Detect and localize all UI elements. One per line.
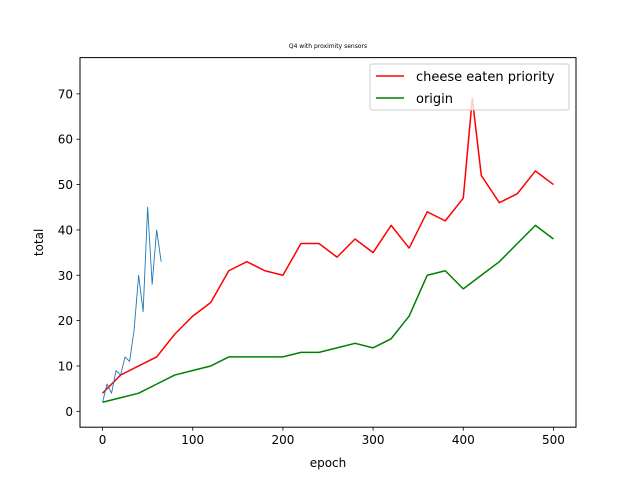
- y-tick-label: 30: [58, 269, 73, 283]
- y-tick-label: 20: [58, 314, 73, 328]
- series-line-0: [102, 97, 554, 394]
- x-tick-label: 500: [542, 433, 565, 447]
- series-line-1: [102, 224, 554, 403]
- plot-frame: [79, 57, 577, 428]
- x-tick-label: 400: [452, 433, 475, 447]
- x-axis-label: epoch: [310, 456, 347, 470]
- series-line-2: [102, 206, 162, 403]
- plot-area: [102, 97, 554, 403]
- y-tick-label: 0: [65, 405, 73, 419]
- y-axis-label: total: [32, 229, 46, 256]
- chart-title: Q4 with proximity sensors: [289, 43, 367, 50]
- y-tick-label: 50: [58, 178, 73, 192]
- x-tick-label: 200: [271, 433, 294, 447]
- legend-box: [369, 63, 570, 111]
- y-tick-label: 60: [58, 133, 73, 147]
- x-tick-label: 100: [181, 433, 204, 447]
- x-axis: 0 100 200 300 400 500: [99, 427, 565, 447]
- legend-label-cheese: cheese eaten priority: [416, 70, 555, 85]
- y-tick-label: 40: [58, 223, 73, 237]
- x-tick-label: 300: [362, 433, 385, 447]
- legend: cheese eaten priority origin: [369, 63, 570, 111]
- y-tick-label: 70: [58, 87, 73, 101]
- y-axis: 0 10 20 30 40 50 60 70: [58, 87, 80, 419]
- x-tick-label: 0: [99, 433, 107, 447]
- y-tick-label: 10: [58, 359, 73, 373]
- legend-label-origin: origin: [416, 92, 453, 107]
